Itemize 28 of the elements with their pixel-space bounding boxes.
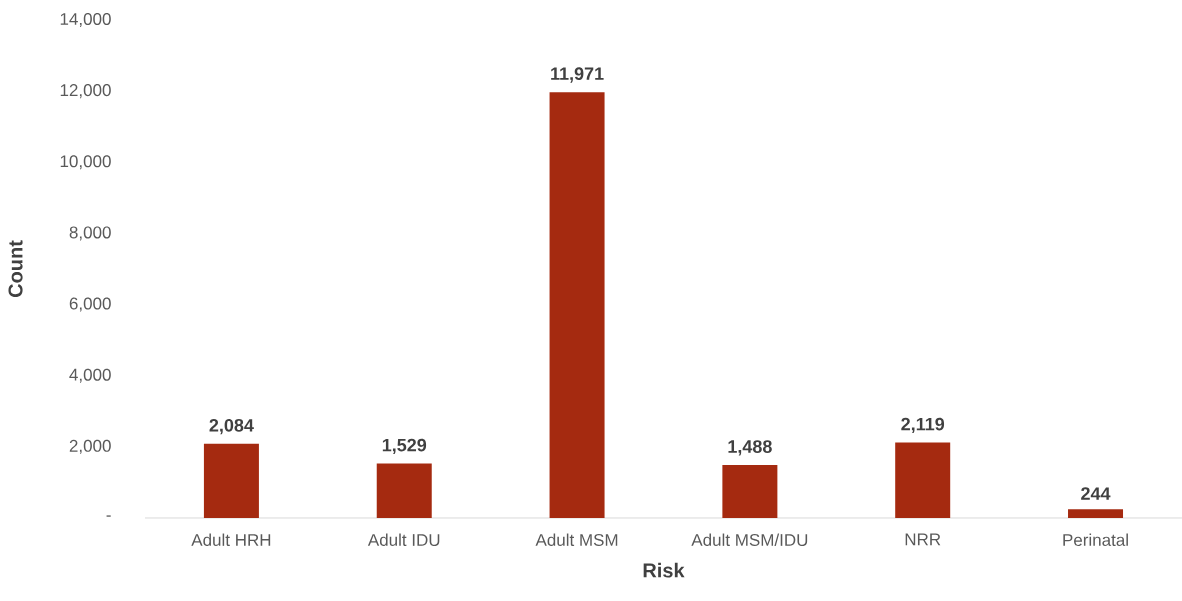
data-label: 244: [1081, 487, 1111, 500]
data-label: 1,529: [382, 438, 427, 455]
y-tick-label: 8,000: [69, 226, 111, 241]
x-axis-title: Risk: [643, 562, 685, 578]
y-tick-label: 12,000: [60, 84, 111, 99]
data-label: 1,488: [728, 440, 772, 456]
x-tick-label: Adult MSM/IDU: [691, 533, 808, 547]
data-label: 2,084: [209, 418, 254, 435]
y-tick-label: 2,000: [69, 439, 111, 454]
bar: [722, 465, 778, 518]
y-tick-label: -: [106, 515, 111, 517]
x-tick-label: Adult HRH: [191, 533, 271, 547]
bar: [203, 443, 259, 518]
x-tick-label: Adult IDU: [367, 533, 440, 547]
x-tick-label: Adult MSM: [535, 533, 618, 547]
bar: [895, 442, 951, 518]
y-tick-label: 14,000: [60, 12, 111, 28]
y-tick-label: 10,000: [60, 155, 111, 170]
x-tick-label: Perinatal: [1063, 533, 1128, 547]
data-label: 11,971: [551, 67, 604, 83]
x-tick-label: NRR: [905, 533, 941, 546]
y-tick-label: 4,000: [69, 368, 111, 383]
bar: [549, 92, 605, 518]
bar: [376, 463, 432, 518]
bar: [1068, 509, 1124, 518]
data-label: 2,119: [901, 417, 945, 434]
y-tick-label: 6,000: [69, 297, 111, 312]
y-axis-title: Count: [8, 240, 23, 298]
